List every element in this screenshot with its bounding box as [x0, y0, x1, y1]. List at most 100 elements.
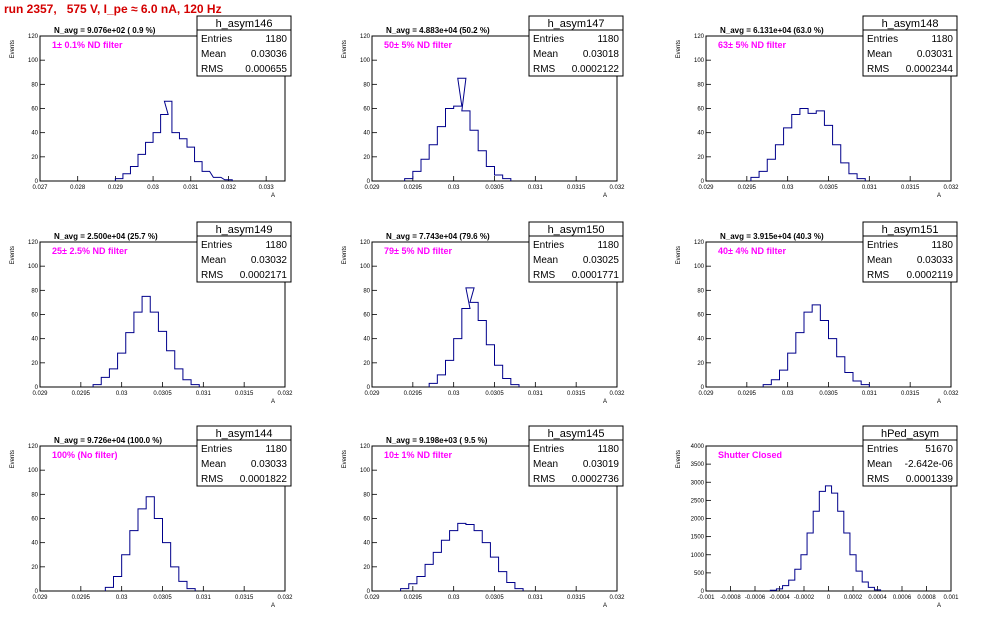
navg-label: N_avg = 7.743e+04 (79.6 %)	[386, 232, 490, 241]
x-tick-label: 0.0305	[153, 391, 172, 397]
y-tick-label: 20	[363, 565, 370, 571]
stats-key: Entries	[867, 34, 898, 45]
x-tick-label: 0.0295	[404, 595, 423, 601]
stats-value: 51670	[925, 444, 953, 455]
y-tick-label: 60	[363, 517, 370, 523]
histogram-name: h_asym148	[882, 18, 939, 30]
x-tick-label: 0.0008	[917, 595, 936, 601]
y-axis-title: Events	[676, 246, 682, 264]
y-tick-label: 0	[367, 589, 371, 595]
histogram-series	[769, 485, 882, 591]
x-tick-label: 0.029	[32, 595, 48, 601]
x-axis-title: A	[271, 193, 275, 199]
y-tick-label: 40	[363, 131, 370, 137]
x-tick-label: 0.0315	[235, 595, 254, 601]
y-tick-label: 20	[697, 155, 704, 161]
stats-box	[862, 15, 958, 77]
filter-label: 25± 2.5% ND filter	[52, 246, 128, 256]
stats-box	[196, 221, 292, 283]
y-tick-label: 120	[694, 240, 705, 246]
y-tick-label: 3000	[691, 480, 705, 486]
y-tick-label: 120	[360, 240, 371, 246]
histogram-series	[104, 496, 196, 591]
x-tick-label: 0.031	[196, 391, 212, 397]
navg-label: N_avg = 2.500e+04 (25.7 %)	[54, 232, 158, 241]
stats-value: 0.0002119	[906, 270, 953, 281]
stats-key: Entries	[533, 444, 564, 455]
y-tick-label: 1500	[691, 535, 705, 541]
stats-value: 0.0002122	[572, 64, 620, 75]
navg-label: N_avg = 6.131e+04 (63.0 %)	[720, 26, 824, 35]
histogram-panel: 0 20 40 60 80 100 120 0.027 0.028 0.029 0.03 0.031 0…	[10, 15, 292, 199]
stats-key: RMS	[201, 474, 224, 485]
stats-key: Mean	[867, 459, 892, 470]
stats-key: Mean	[533, 255, 558, 266]
x-tick-label: 0.03	[448, 391, 460, 397]
x-tick-label: 0.03	[448, 185, 460, 191]
histogram-name: h_asym149	[216, 224, 273, 236]
histogram-panel: 0 20 40 60 80 100 120 0.029 0.0295 0.03 0.0305 0.03…	[342, 221, 625, 405]
y-axis-title: Events	[342, 246, 348, 264]
y-tick-label: 100	[360, 58, 371, 64]
stats-key: RMS	[201, 270, 224, 281]
stats-key: RMS	[201, 64, 224, 75]
x-tick-label: 0.03	[782, 185, 794, 191]
x-tick-label: 0.031	[528, 391, 544, 397]
y-axis-title: Events	[676, 40, 682, 58]
y-tick-label: 40	[363, 541, 370, 547]
x-tick-label: -0.0006	[745, 595, 766, 601]
stats-value: 1180	[265, 240, 287, 251]
histogram-panel: 0 20 40 60 80 100 120 0.029 0.0295 0.03 0.0305 0.03…	[342, 15, 625, 199]
histogram-panel: 0 20 40 60 80 100 120 0.029 0.0295 0.03 0.0305 0.03…	[10, 221, 293, 405]
y-tick-label: 0	[701, 179, 705, 185]
stats-key: RMS	[867, 474, 890, 485]
y-tick-label: 40	[697, 337, 704, 343]
stats-value: 1180	[931, 34, 953, 45]
histogram-panel: 0 20 40 60 80 100 120 0.029 0.0295 0.03 0.0305 0.03…	[676, 221, 959, 405]
stats-key: Mean	[533, 49, 558, 60]
y-tick-label: 100	[28, 58, 39, 64]
y-tick-label: 60	[363, 313, 370, 319]
navg-label: N_avg = 3.915e+04 (40.3 %)	[720, 232, 824, 241]
histogram-series	[750, 108, 866, 181]
filter-label: 1± 0.1% ND filter	[52, 40, 123, 50]
y-tick-label: 20	[31, 565, 38, 571]
x-axis-title: A	[603, 193, 607, 199]
x-tick-label: 0.0305	[819, 391, 838, 397]
x-axis-title: A	[937, 399, 941, 405]
navg-label: N_avg = 4.883e+04 (50.2 %)	[386, 26, 490, 35]
y-tick-label: 120	[28, 34, 39, 40]
y-tick-label: 60	[31, 107, 38, 113]
y-tick-label: 4000	[691, 444, 705, 450]
histogram-panel: 0 20 40 60 80 100 120 0.029 0.0295 0.03 0.0305 0.03…	[342, 425, 625, 609]
filter-label: 40± 4% ND filter	[718, 246, 786, 256]
y-tick-label: 80	[363, 82, 370, 88]
histogram-name: h_asym150	[548, 224, 605, 236]
y-tick-label: 20	[31, 155, 38, 161]
stats-value: 0.0002344	[906, 64, 954, 75]
stats-value: 1180	[265, 444, 287, 455]
x-tick-label: 0.028	[70, 185, 86, 191]
stats-value: 0.03033	[251, 459, 288, 470]
x-tick-label: 0.0315	[567, 391, 586, 397]
histogram-series	[114, 100, 233, 181]
stats-value: 1180	[597, 34, 619, 45]
y-tick-label: 0	[367, 385, 371, 391]
x-tick-label: -0.001	[697, 595, 715, 601]
y-axis-title: Events	[342, 40, 348, 58]
y-tick-label: 60	[31, 313, 38, 319]
x-tick-label: 0.029	[32, 391, 48, 397]
stats-box	[196, 15, 292, 77]
y-tick-label: 0	[701, 385, 705, 391]
histogram-panel: 0 20 40 60 80 100 120 0.029 0.0295 0.03 0.0305 0.03…	[10, 425, 293, 609]
y-tick-label: 120	[360, 34, 371, 40]
y-tick-label: 20	[697, 361, 704, 367]
y-axis-title: Events	[10, 246, 16, 264]
x-tick-label: 0.03	[782, 391, 794, 397]
x-tick-label: 0.0295	[738, 185, 757, 191]
x-tick-label: 0.03	[116, 391, 128, 397]
x-tick-label: 0.0305	[819, 185, 838, 191]
navg-label: N_avg = 9.076e+02 ( 0.9 %)	[54, 26, 156, 35]
x-tick-label: 0.0305	[485, 391, 504, 397]
x-tick-label: 0.032	[609, 185, 625, 191]
